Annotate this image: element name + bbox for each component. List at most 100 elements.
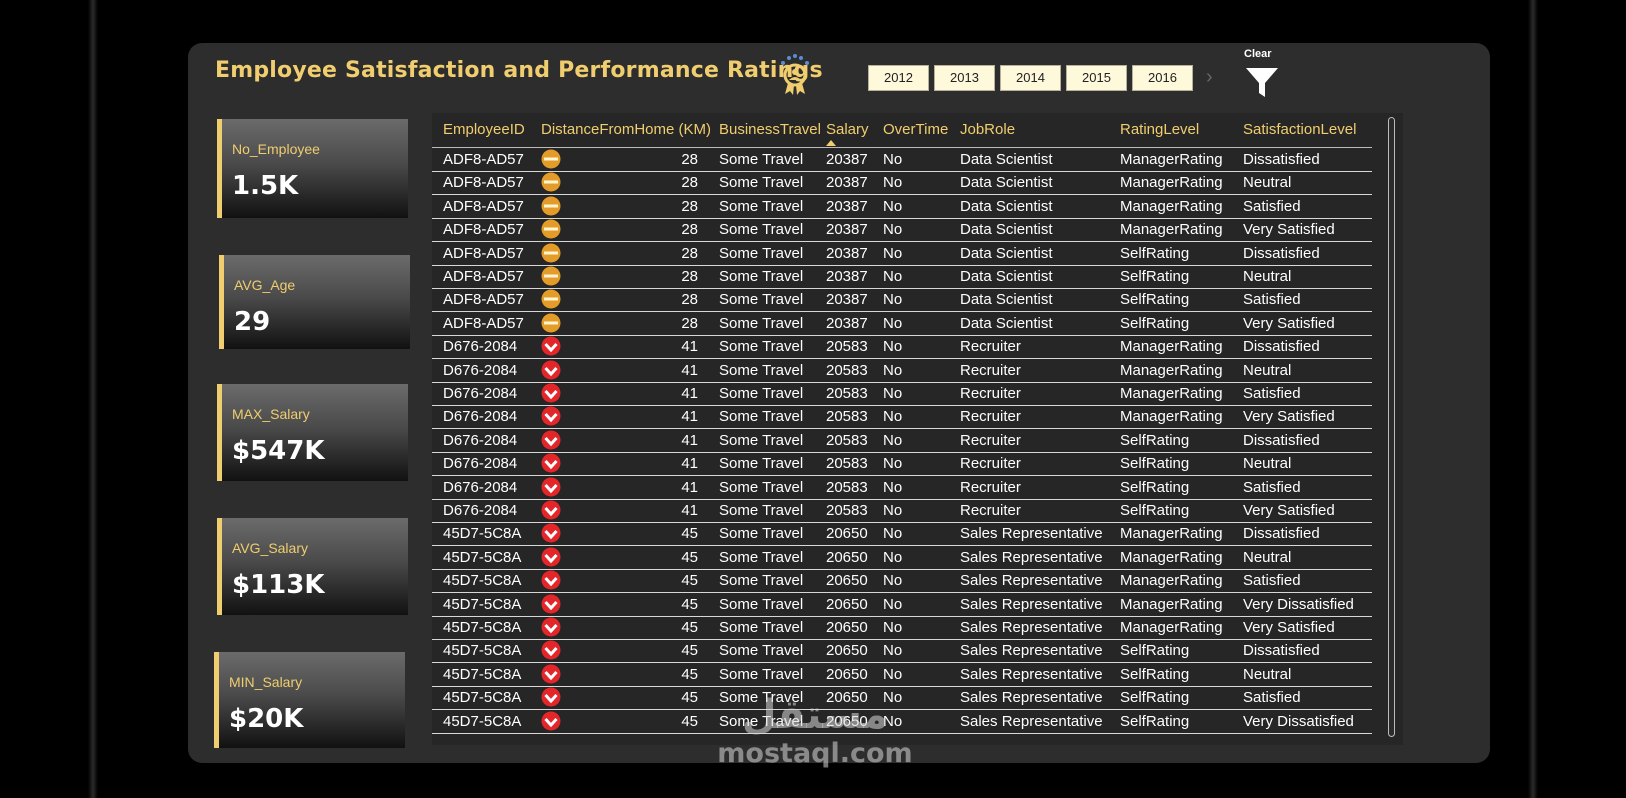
table-row[interactable]: ADF8-AD57 28 Some Travel 20387 No Data Scient… bbox=[432, 195, 1372, 219]
table-row[interactable]: ADF8-AD57 28 Some Travel 20387 No Data Scient… bbox=[432, 148, 1372, 172]
column-header-business-travel[interactable]: BusinessTravel bbox=[719, 121, 821, 138]
card-value: $547K bbox=[232, 436, 325, 466]
cell-business-travel: Some Travel bbox=[719, 314, 804, 332]
cell-rating-level: ManagerRating bbox=[1120, 174, 1223, 192]
card-label: AVG_Age bbox=[234, 277, 296, 293]
cell-employee-id: 45D7-5C8A bbox=[443, 689, 522, 707]
cell-satisfaction-level: Satisfied bbox=[1243, 385, 1301, 402]
table-row[interactable]: D676-2084 41 Some Travel 20583 No Recruiter Se… bbox=[432, 499, 1372, 523]
cell-employee-id: 45D7-5C8A bbox=[443, 525, 522, 543]
cell-satisfaction-level: Very Satisfied bbox=[1243, 408, 1335, 426]
cell-employee-id: ADF8-AD57 bbox=[443, 291, 524, 309]
cell-business-travel: Some Travel bbox=[719, 689, 804, 707]
table-row[interactable]: 45D7-5C8A 45 Some Travel 20650 No Sales Repre… bbox=[432, 663, 1372, 687]
year-button-2013[interactable]: 2013 bbox=[934, 65, 995, 91]
table-row[interactable]: D676-2084 41 Some Travel 20583 No Recruiter Se… bbox=[432, 452, 1372, 477]
cell-rating-level: SelfRating bbox=[1120, 244, 1190, 262]
cell-business-travel: Some Travel bbox=[719, 665, 804, 683]
table-row[interactable]: 45D7-5C8A 45 Some Travel 20650 No Sales Repre… bbox=[432, 546, 1372, 570]
cell-salary: 20583 bbox=[826, 361, 868, 379]
card-label: AVG_Salary bbox=[232, 540, 308, 556]
column-header-salary[interactable]: Salary bbox=[826, 121, 869, 138]
table-row[interactable]: D676-2084 41 Some Travel 20583 No Recruiter Se… bbox=[432, 476, 1372, 500]
year-button-2012[interactable]: 2012 bbox=[868, 65, 929, 91]
cell-overtime: No bbox=[883, 361, 903, 379]
cell-job-role: Data Scientist bbox=[960, 244, 1053, 262]
scrollbar-thumb[interactable] bbox=[1388, 117, 1395, 737]
clear-filters-label[interactable]: Clear bbox=[1244, 48, 1272, 60]
watermark-arabic: مستقل bbox=[741, 692, 889, 738]
filter-funnel-icon[interactable] bbox=[1244, 64, 1280, 100]
chevron-right-icon[interactable]: › bbox=[1206, 66, 1213, 88]
cell-distance: 28 bbox=[681, 151, 698, 168]
column-header-satisfaction-level[interactable]: SatisfactionLevel bbox=[1243, 121, 1357, 138]
watermark-latin: mostaql.com bbox=[717, 738, 913, 769]
table-row[interactable]: 45D7-5C8A 45 Some Travel 20650 No Sales Repre… bbox=[432, 522, 1372, 547]
cell-distance: 41 bbox=[681, 502, 698, 519]
cell-distance: 45 bbox=[681, 572, 698, 590]
cell-business-travel: Some Travel bbox=[719, 291, 804, 309]
year-button-2014[interactable]: 2014 bbox=[1000, 65, 1061, 91]
cell-business-travel: Some Travel bbox=[719, 268, 804, 285]
cell-job-role: Data Scientist bbox=[960, 197, 1053, 215]
table-row[interactable]: D676-2084 41 Some Travel 20583 No Recruiter Ma… bbox=[432, 405, 1372, 430]
cell-distance: 45 bbox=[681, 548, 698, 566]
table-row[interactable]: D676-2084 41 Some Travel 20583 No Recruiter Ma… bbox=[432, 382, 1372, 406]
cell-rating-level: ManagerRating bbox=[1120, 221, 1223, 239]
cell-salary: 20387 bbox=[826, 314, 868, 332]
table-row[interactable]: 45D7-5C8A 45 Some Travel 20650 No Sales Repre… bbox=[432, 710, 1372, 734]
cell-satisfaction-level: Satisfied bbox=[1243, 572, 1301, 590]
table-row[interactable]: 45D7-5C8A 45 Some Travel 20650 No Sales Repre… bbox=[432, 593, 1372, 617]
column-header-distance[interactable]: DistanceFromHome (KM) bbox=[541, 121, 712, 138]
column-header-employee-id[interactable]: EmployeeID bbox=[443, 121, 525, 138]
cell-salary: 20387 bbox=[826, 244, 868, 262]
table-row[interactable]: 45D7-5C8A 45 Some Travel 20650 No Sales Repre… bbox=[432, 616, 1372, 640]
cell-employee-id: 45D7-5C8A bbox=[443, 572, 522, 590]
table-row[interactable]: ADF8-AD57 28 Some Travel 20387 No Data Scient… bbox=[432, 218, 1372, 243]
cell-distance: 45 bbox=[681, 665, 698, 683]
cell-salary: 20650 bbox=[826, 595, 868, 613]
table-row[interactable]: ADF8-AD57 28 Some Travel 20387 No Data Scient… bbox=[432, 171, 1372, 196]
sort-ascending-icon bbox=[826, 140, 836, 146]
cell-rating-level: SelfRating bbox=[1120, 478, 1190, 496]
negative-status-icon bbox=[541, 477, 561, 497]
cell-overtime: No bbox=[883, 478, 903, 496]
cell-rating-level: ManagerRating bbox=[1120, 595, 1223, 613]
cell-overtime: No bbox=[883, 338, 903, 356]
cell-employee-id: 45D7-5C8A bbox=[443, 665, 522, 683]
neutral-status-icon bbox=[541, 243, 561, 263]
table-row[interactable]: 45D7-5C8A 45 Some Travel 20650 No Sales Repre… bbox=[432, 639, 1372, 664]
cell-job-role: Sales Representative bbox=[960, 548, 1103, 566]
column-header-job-role[interactable]: JobRole bbox=[960, 121, 1016, 138]
cell-salary: 20650 bbox=[826, 619, 868, 636]
year-button-2015[interactable]: 2015 bbox=[1066, 65, 1127, 91]
cell-rating-level: ManagerRating bbox=[1120, 338, 1223, 356]
table-row[interactable]: ADF8-AD57 28 Some Travel 20387 No Data Scient… bbox=[432, 265, 1372, 289]
cell-overtime: No bbox=[883, 525, 903, 543]
column-header-rating-level[interactable]: RatingLevel bbox=[1120, 121, 1200, 138]
cell-rating-level: SelfRating bbox=[1120, 291, 1190, 309]
cell-employee-id: 45D7-5C8A bbox=[443, 712, 522, 730]
table-row[interactable]: D676-2084 41 Some Travel 20583 No Recruiter Ma… bbox=[432, 335, 1372, 360]
table-row[interactable]: D676-2084 41 Some Travel 20583 No Recruiter Se… bbox=[432, 429, 1372, 453]
cell-satisfaction-level: Very Satisfied bbox=[1243, 502, 1335, 519]
table-row[interactable]: ADF8-AD57 28 Some Travel 20387 No Data Scient… bbox=[432, 288, 1372, 313]
card-label: MAX_Salary bbox=[232, 406, 310, 422]
table-row[interactable]: 45D7-5C8A 45 Some Travel 20650 No Sales Repre… bbox=[432, 569, 1372, 594]
cell-employee-id: ADF8-AD57 bbox=[443, 151, 524, 168]
cell-employee-id: ADF8-AD57 bbox=[443, 197, 524, 215]
table-row[interactable]: 45D7-5C8A 45 Some Travel 20650 No Sales Repre… bbox=[432, 686, 1372, 711]
column-header-overtime[interactable]: OverTime bbox=[883, 121, 949, 138]
year-button-2016[interactable]: 2016 bbox=[1132, 65, 1193, 91]
cell-distance: 28 bbox=[681, 244, 698, 262]
cell-satisfaction-level: Dissatisfied bbox=[1243, 151, 1320, 168]
neutral-status-icon bbox=[541, 289, 561, 309]
neutral-status-icon bbox=[541, 313, 561, 333]
table-row[interactable]: ADF8-AD57 28 Some Travel 20387 No Data Scient… bbox=[432, 312, 1372, 336]
cell-overtime: No bbox=[883, 408, 903, 426]
cell-business-travel: Some Travel bbox=[719, 572, 804, 590]
table-row[interactable]: D676-2084 41 Some Travel 20583 No Recruiter Ma… bbox=[432, 359, 1372, 383]
cell-salary: 20387 bbox=[826, 268, 868, 285]
table-row[interactable]: ADF8-AD57 28 Some Travel 20387 No Data Scient… bbox=[432, 242, 1372, 266]
cell-rating-level: ManagerRating bbox=[1120, 151, 1223, 168]
